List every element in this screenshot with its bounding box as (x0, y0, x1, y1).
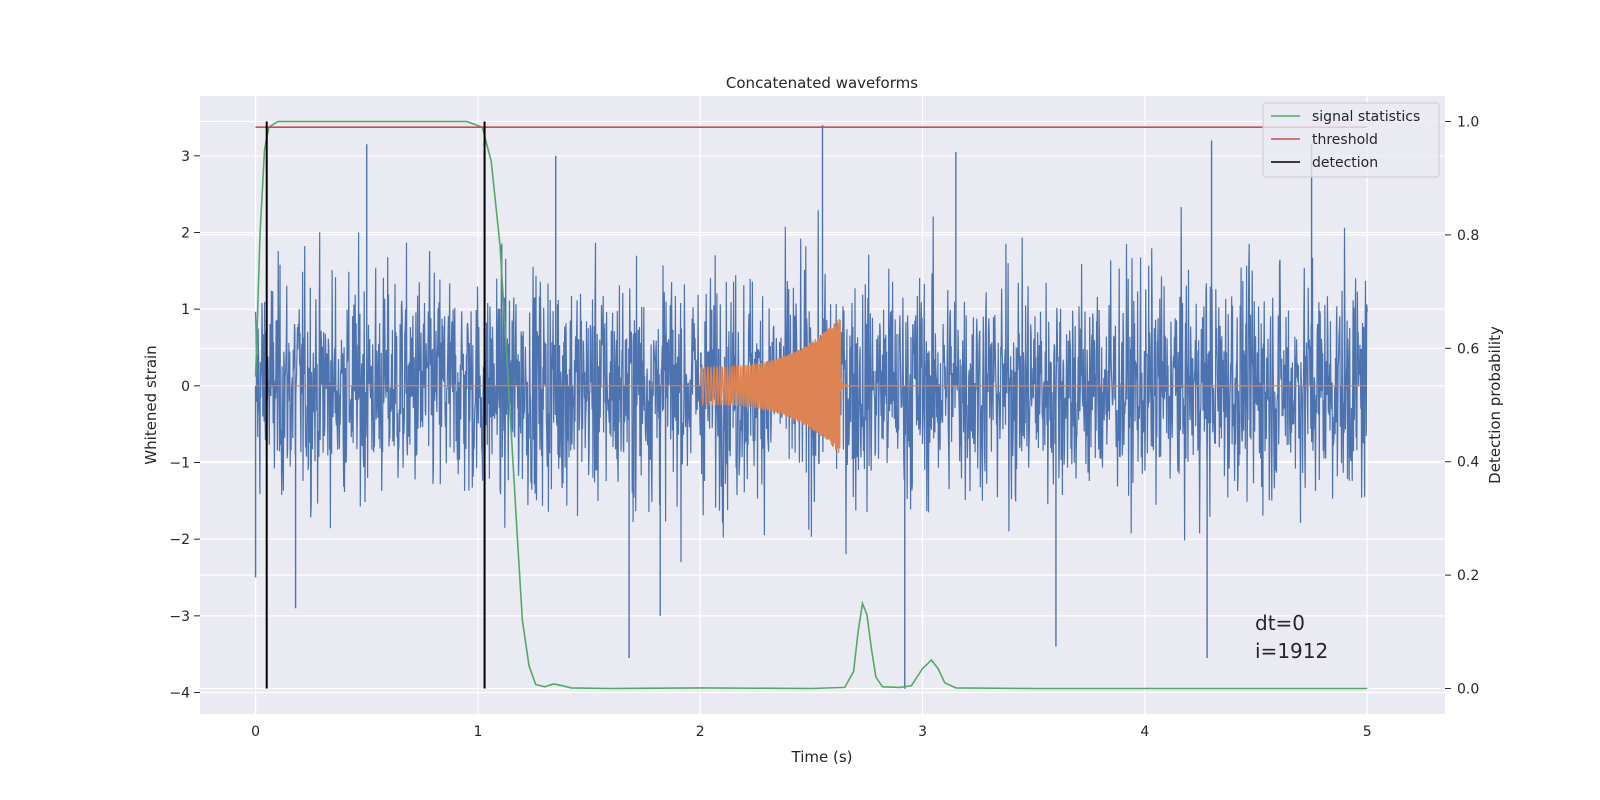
x-tick-label: 0 (251, 724, 260, 740)
x-tick-label: 4 (1140, 724, 1149, 740)
y-tick-label: −1 (169, 456, 190, 472)
y-tick-label: 0 (181, 379, 190, 395)
x-axis-label: Time (s) (791, 748, 853, 766)
y2-tick-label: 0.6 (1457, 341, 1479, 357)
chart-title: Concatenated waveforms (726, 74, 918, 92)
signal-statistics-line (254, 120, 1368, 690)
legend: signal statistics threshold detection (1262, 102, 1440, 178)
legend-threshold-label: threshold (1312, 132, 1378, 148)
y2-tick-label: 0.8 (1457, 228, 1479, 244)
x-tick-label: 5 (1363, 724, 1372, 740)
ticks: 0 1 2 3 4 5 −4 −3 −2 −1 0 1 2 3 0.0 0.2 0.4 0.6 0.8 1.0 (169, 115, 1479, 740)
signal-statistics-series (254, 120, 1368, 690)
legend-detection-label: detection (1312, 155, 1378, 171)
y-tick-label: −4 (169, 686, 190, 702)
x-tick-label: 2 (696, 724, 705, 740)
injection-line (255, 318, 1368, 454)
legend-signal-statistics-label: signal statistics (1312, 109, 1420, 125)
x-tick-label: 3 (918, 724, 927, 740)
y2-axis-label: Detection probability (1486, 326, 1504, 484)
annotation-dt: dt=0 (1255, 611, 1305, 635)
y-tick-label: 3 (181, 149, 190, 165)
y-tick-label: 2 (181, 225, 190, 241)
y-axis-label: Whitened strain (142, 345, 160, 464)
x-tick-label: 1 (473, 724, 482, 740)
annotation-index: i=1912 (1255, 639, 1328, 663)
legend-box (1262, 102, 1440, 178)
detection-series (265, 121, 486, 689)
y-tick-label: 1 (181, 302, 190, 318)
injection-series (255, 318, 1368, 454)
y2-tick-label: 0.2 (1457, 568, 1479, 584)
y2-tick-label: 0.0 (1457, 681, 1479, 697)
y-tick-label: −3 (169, 609, 190, 625)
noise-line (255, 206, 1368, 563)
y2-tick-label: 0.4 (1457, 455, 1479, 471)
y-tick-label: −2 (169, 532, 190, 548)
y2-tick-label: 1.0 (1457, 115, 1479, 131)
